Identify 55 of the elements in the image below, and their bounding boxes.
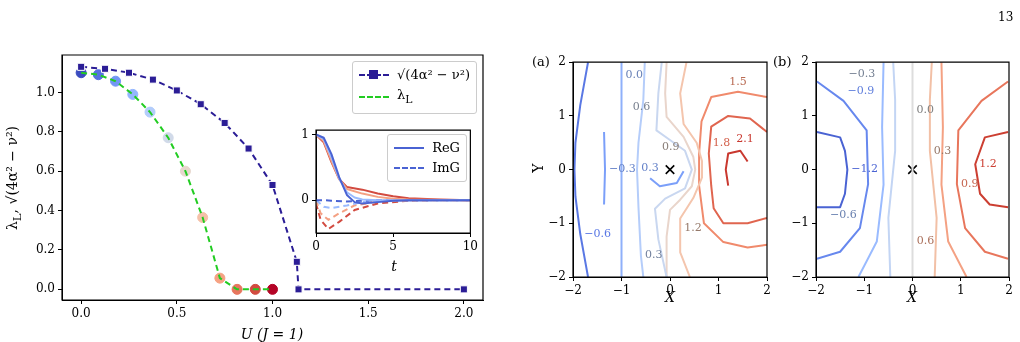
y-tick-label: −2 — [791, 269, 809, 284]
x-tick-label: 2 — [763, 283, 771, 298]
annotation: 1.5 — [729, 74, 747, 88]
annotation: −0.6 — [830, 208, 857, 222]
annotation: −0.6 — [584, 226, 611, 240]
x-tick-label: −1 — [612, 283, 631, 298]
x-tick-label: 2 — [1005, 283, 1013, 298]
chart-title: (b) — [773, 54, 792, 69]
y-tick-label: 1 — [801, 108, 809, 123]
y-tick-label: −1 — [548, 215, 566, 230]
x-tick-label: 0.0 — [71, 306, 91, 321]
x-tick-label: 1 — [956, 283, 965, 298]
annotation: 0.6 — [632, 100, 651, 114]
annotation: 0.6 — [916, 234, 935, 248]
x-tick-label: 10 — [462, 239, 479, 254]
x-tick-label: 0 — [312, 239, 320, 254]
annotation: −0.3 — [848, 66, 876, 80]
chart-title: (a) — [532, 54, 550, 69]
y-tick-label: 0.6 — [35, 163, 55, 178]
annotation: 0.3 — [644, 248, 663, 262]
annotation: 1.8 — [712, 136, 731, 150]
x-axis-title: U (J = 1) — [240, 326, 304, 342]
x-tick-label: 1.5 — [358, 306, 378, 321]
y-tick-label: 0.2 — [35, 242, 55, 257]
annotation: 0.3 — [641, 161, 659, 175]
legend-label: ReG — [432, 139, 460, 157]
annotation: 0.9 — [662, 139, 680, 153]
legend-label: λ$_{L}$ — [397, 86, 413, 108]
x-tick-label: 1 — [714, 283, 723, 298]
legend-label: ImG — [432, 159, 460, 177]
y-tick-label: 0.4 — [35, 202, 56, 217]
x-tick-label: 2.0 — [454, 306, 474, 321]
text: 13 — [998, 10, 1014, 24]
x-tick-label: −1 — [855, 283, 874, 298]
x-tick-label: 1.0 — [262, 306, 283, 321]
y-tick-label: −1 — [791, 215, 809, 230]
y-tick-label: 0 — [558, 161, 566, 176]
y-tick-label: 2 — [558, 54, 566, 69]
annotation: 0.9 — [960, 176, 979, 190]
annotation: 2.1 — [736, 132, 754, 146]
x-tick-label: 0.5 — [167, 306, 187, 321]
y-tick-label: 0.8 — [35, 123, 55, 138]
y-tick-label: 2 — [801, 54, 809, 69]
annotation: 1.2 — [684, 221, 702, 235]
y-tick-label: 1.0 — [35, 84, 55, 99]
annotation: 1.2 — [979, 157, 997, 171]
annotation: 0.0 — [625, 68, 643, 82]
y-tick-label: 0 — [801, 161, 809, 176]
x-tick-label: 5 — [389, 239, 397, 254]
y-axis-title: Y — [530, 163, 546, 173]
y-tick-label: 1 — [558, 108, 566, 123]
x-axis-title: t — [391, 258, 397, 274]
annotation: −0.9 — [847, 83, 875, 97]
y-tick-label: −2 — [548, 269, 566, 284]
legend-label: √(4α² − ν²) — [397, 66, 470, 84]
